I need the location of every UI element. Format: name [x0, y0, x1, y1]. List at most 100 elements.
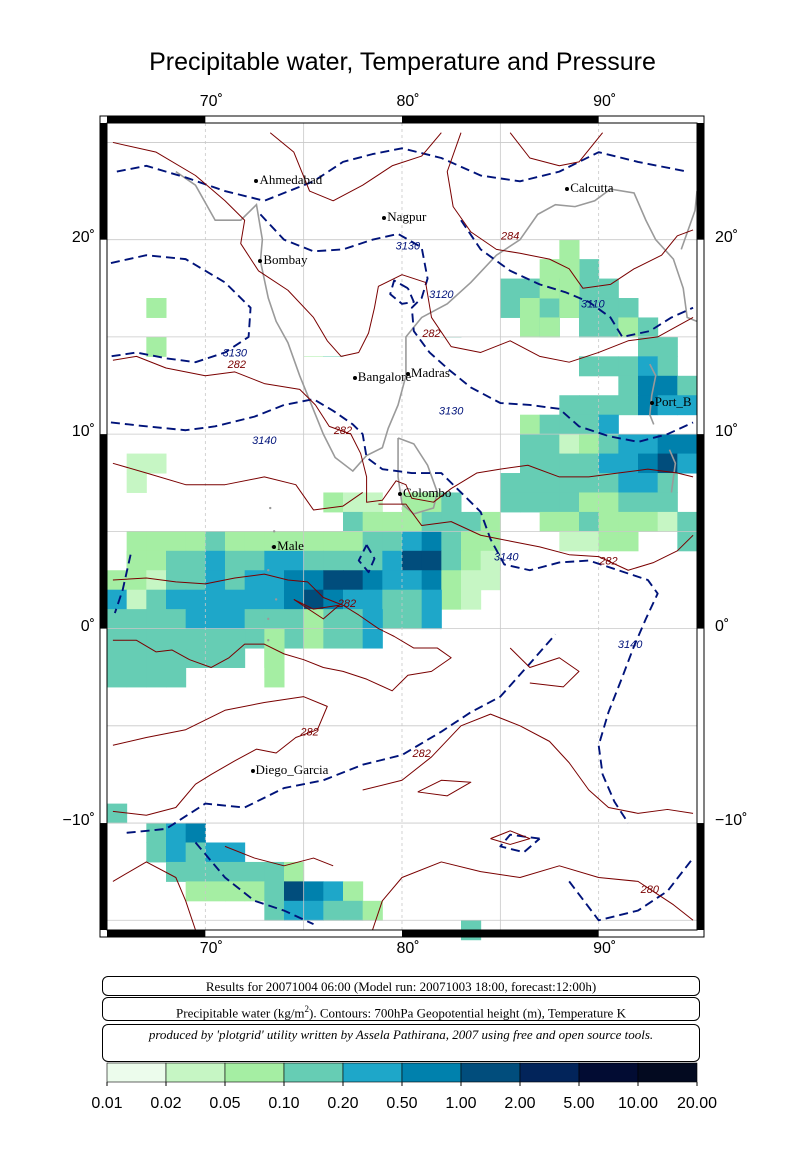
precip-cell	[657, 492, 678, 513]
height-contour	[357, 544, 376, 574]
precip-cell	[107, 803, 128, 824]
lat-tick-right: 10˚	[715, 423, 739, 441]
temperature-contour	[112, 355, 694, 503]
precip-cell	[638, 336, 659, 357]
precip-cell	[657, 511, 678, 532]
frame-bar-bottom	[402, 930, 599, 937]
precip-cell	[264, 900, 285, 921]
lon-tick-top: 80˚	[396, 93, 420, 110]
island-dot	[267, 617, 270, 621]
precip-cell	[500, 278, 521, 318]
height-contour	[499, 833, 541, 854]
contour-label: 282	[411, 748, 430, 760]
contour-labels: 3130282314028231302823120313028431103140…	[223, 231, 660, 896]
city-label: Madras	[410, 364, 450, 380]
precip-cell	[598, 473, 619, 493]
precip-cell	[539, 511, 560, 532]
precip-cell	[618, 453, 639, 474]
precip-cell	[618, 375, 639, 396]
contour-label: 3130	[439, 406, 464, 418]
city-label: Bangalore	[357, 368, 412, 384]
precip-cell	[323, 356, 344, 357]
precip-cell	[166, 823, 187, 843]
precip-cell	[185, 881, 206, 902]
island-dot	[267, 569, 270, 572]
info-run-text: Results for 20071004 06:00 (Model run: 2…	[205, 979, 597, 994]
temperature-contour	[112, 141, 694, 363]
temperature-contour	[112, 573, 452, 692]
precip-cell	[598, 395, 619, 416]
precip-cell	[107, 648, 128, 688]
lat-tick-left: 10˚	[71, 423, 95, 441]
precip-cell	[382, 511, 403, 532]
colorbar-swatch	[519, 1062, 580, 1083]
precip-cell	[284, 900, 305, 921]
precip-cell	[657, 375, 678, 396]
precip-cell	[225, 881, 246, 902]
precip-cell	[146, 648, 167, 688]
precip-cell	[579, 492, 600, 513]
precip-cell	[539, 259, 560, 299]
precip-cell	[520, 492, 541, 513]
city-dot	[250, 768, 255, 773]
precip-cell	[441, 492, 462, 513]
contour-label: 3140	[494, 552, 519, 564]
contour-label: 3120	[429, 289, 454, 301]
city-dot	[254, 179, 259, 184]
precip-cell	[579, 531, 600, 552]
precip-cell	[638, 395, 659, 416]
lon-tick-bottom: 70˚	[199, 940, 223, 957]
colorbar-label: 5.00	[563, 1095, 595, 1112]
precip-cell	[343, 900, 364, 921]
precip-cell	[323, 492, 344, 513]
precip-cell	[303, 881, 324, 902]
precip-cell	[402, 589, 423, 630]
precip-cell	[559, 239, 580, 318]
island-dot	[269, 506, 272, 510]
contour-label: 282	[598, 555, 617, 567]
contour-label: 3130	[223, 347, 248, 359]
precip-cell	[185, 842, 206, 863]
info-credit: produced by 'plotgrid' utility written b…	[102, 1024, 700, 1062]
info-run: Results for 20071004 06:00 (Model run: 2…	[102, 976, 700, 996]
precip-cell	[677, 511, 698, 532]
contour-label: 3130	[396, 240, 421, 252]
colorbar-swatch	[578, 1062, 639, 1083]
map-title: Precipitable water, Temperature and Pres…	[149, 48, 656, 76]
lat-tick-right: 0˚	[715, 617, 730, 635]
precip-cell	[264, 648, 285, 688]
precip-cell	[559, 492, 580, 513]
precip-cell	[559, 531, 580, 552]
precip-cell	[539, 434, 560, 455]
precip-cell	[598, 356, 619, 377]
precip-cell	[500, 473, 521, 493]
city-dot	[352, 375, 357, 380]
precip-cell	[362, 492, 383, 513]
height-contour	[110, 398, 659, 824]
precip-cell	[677, 375, 698, 396]
city-dot	[565, 187, 570, 192]
precip-cell	[579, 434, 600, 455]
precip-cell	[579, 511, 600, 532]
graticule	[107, 123, 697, 930]
precip-cell	[559, 434, 580, 455]
precip-cell	[441, 570, 462, 610]
lon-tick-top: 90˚	[593, 93, 617, 110]
frame-bar-top	[402, 116, 599, 123]
precip-cell	[284, 881, 305, 902]
precip-cell	[520, 298, 541, 338]
frame-bar-top	[107, 116, 206, 123]
info-var-sup: 2	[304, 1004, 310, 1014]
lon-tick-top: 70˚	[199, 93, 223, 110]
precip-cell	[598, 453, 619, 474]
contour-label: 3110	[581, 299, 606, 311]
precip-cell	[185, 861, 206, 882]
precip-cell	[244, 881, 265, 902]
precip-cell	[225, 628, 246, 668]
precip-cell	[343, 511, 364, 532]
frame-bar-right	[697, 123, 704, 240]
height-contour	[389, 279, 415, 305]
precip-cell	[539, 492, 560, 513]
precip-cell	[618, 317, 639, 338]
colorbar-label: 0.50	[386, 1095, 418, 1112]
